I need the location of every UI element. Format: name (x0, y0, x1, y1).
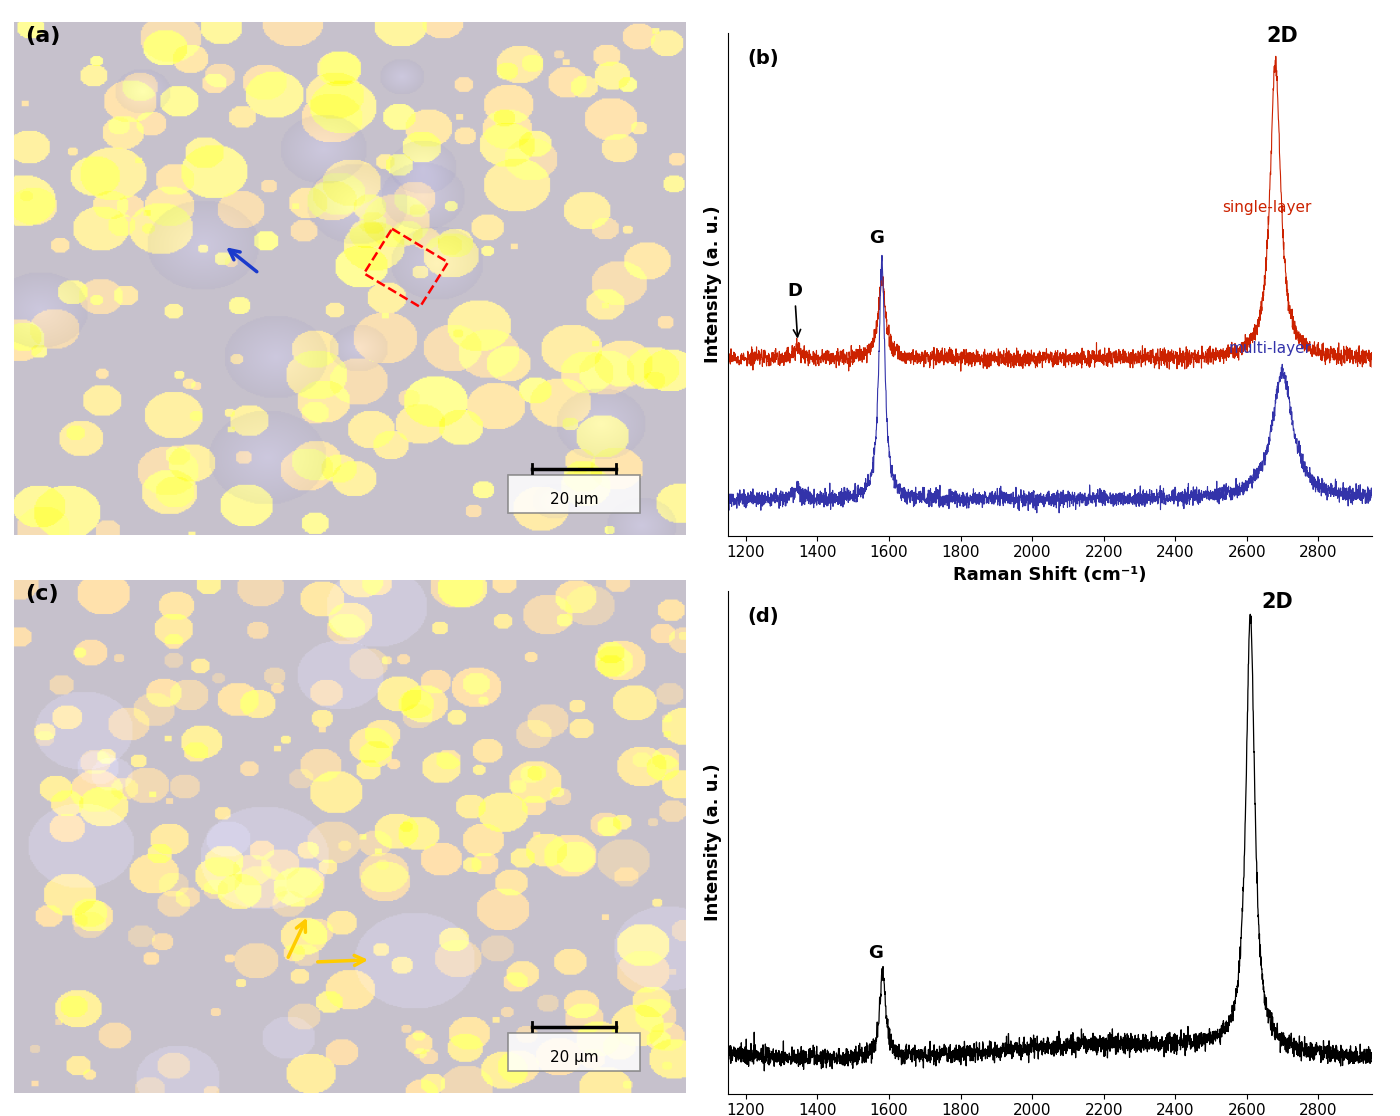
X-axis label: Raman Shift (cm⁻¹): Raman Shift (cm⁻¹) (953, 566, 1147, 584)
Text: single-layer: single-layer (1222, 200, 1312, 215)
Text: D: D (787, 282, 802, 337)
Y-axis label: Intensity (a. u.): Intensity (a. u.) (704, 205, 722, 364)
Text: 20 μm: 20 μm (550, 1050, 598, 1066)
FancyBboxPatch shape (508, 475, 640, 513)
Text: 2D: 2D (1261, 591, 1292, 612)
Text: multi-layer: multi-layer (1228, 340, 1312, 356)
Text: (c): (c) (25, 585, 59, 605)
Text: (b): (b) (748, 49, 778, 68)
Text: (a): (a) (25, 27, 60, 47)
Text: G: G (868, 944, 883, 962)
Text: G: G (869, 229, 883, 248)
Text: 20 μm: 20 μm (550, 492, 598, 508)
Y-axis label: Intensity (a. u.): Intensity (a. u.) (704, 763, 722, 922)
Text: 2D: 2D (1267, 27, 1298, 46)
FancyBboxPatch shape (508, 1033, 640, 1071)
Text: (d): (d) (748, 607, 778, 626)
